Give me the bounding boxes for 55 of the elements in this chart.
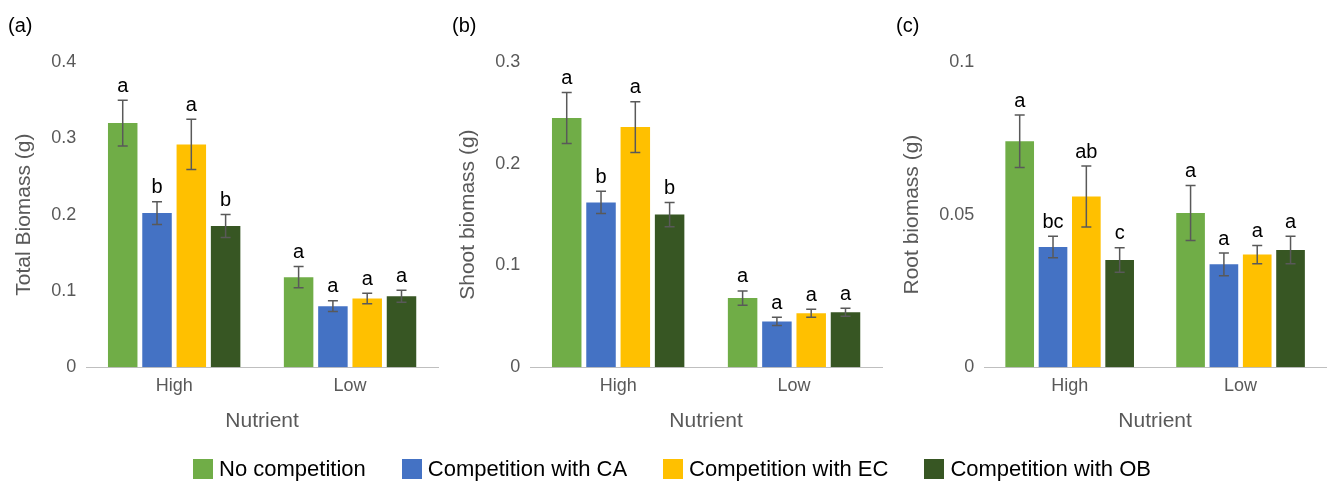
y-tick-label: 0.4 — [51, 50, 77, 71]
data-label: a — [839, 281, 852, 304]
data-label: a — [117, 73, 130, 96]
y-tick-label: 0 — [510, 356, 521, 377]
x-axis-title: Nutrient — [669, 408, 744, 432]
data-label: b — [595, 164, 607, 187]
data-label: a — [293, 240, 306, 262]
y-axis-title: Shoot biomass (g) — [455, 129, 479, 300]
data-label: a — [1014, 88, 1027, 111]
data-label: b — [664, 175, 676, 198]
data-label: a — [327, 274, 340, 297]
data-label: ab — [1075, 139, 1098, 162]
y-axis-title: Total Biomass (g) — [11, 133, 35, 296]
y-tick-label: 0.1 — [949, 50, 975, 71]
x-tick-label: Low — [1224, 374, 1259, 395]
data-label: bc — [1042, 209, 1064, 232]
legend-label: Competition with OB — [950, 456, 1151, 482]
data-label: a — [805, 282, 818, 305]
x-axis-title: Nutrient — [1118, 408, 1193, 432]
data-label: a — [1185, 159, 1198, 182]
x-tick-label: High — [1051, 374, 1089, 395]
y-tick-label: 0 — [66, 356, 77, 377]
y-tick-label: 0.3 — [495, 50, 521, 71]
y-tick-label: 0.3 — [51, 127, 77, 148]
data-label: a — [1218, 226, 1231, 249]
chart-title: (b) — [452, 13, 477, 36]
y-tick-label: 0.05 — [939, 203, 975, 224]
y-tick-label: 0 — [964, 356, 975, 377]
legend-label: No competition — [219, 456, 366, 482]
data-label: c — [1114, 221, 1125, 244]
chart-title: (c) — [896, 13, 920, 36]
data-label: a — [629, 75, 642, 98]
x-tick-label: High — [155, 374, 193, 395]
data-label: a — [185, 92, 198, 115]
y-tick-label: 0.1 — [51, 279, 77, 300]
data-label: a — [561, 66, 574, 89]
y-tick-label: 0.2 — [51, 203, 77, 224]
x-tick-label: Low — [333, 374, 368, 395]
data-label: a — [737, 264, 750, 287]
data-label: a — [361, 266, 374, 289]
chart-title: (a) — [8, 13, 33, 36]
data-label: a — [771, 290, 784, 313]
data-label: b — [151, 175, 163, 198]
x-tick-label: Low — [777, 374, 812, 395]
data-label: a — [395, 263, 408, 286]
data-label: a — [1251, 218, 1264, 241]
y-tick-label: 0.2 — [495, 152, 521, 173]
data-label: a — [1284, 209, 1297, 232]
y-tick-label: 0.1 — [495, 254, 521, 275]
y-axis-title: Root biomass (g) — [899, 134, 923, 295]
legend-label: Competition with CA — [427, 456, 628, 482]
data-label: b — [220, 188, 232, 211]
x-axis-title: Nutrient — [225, 408, 300, 432]
legend-label: Competition with EC — [689, 456, 889, 482]
x-tick-label: High — [599, 374, 637, 395]
